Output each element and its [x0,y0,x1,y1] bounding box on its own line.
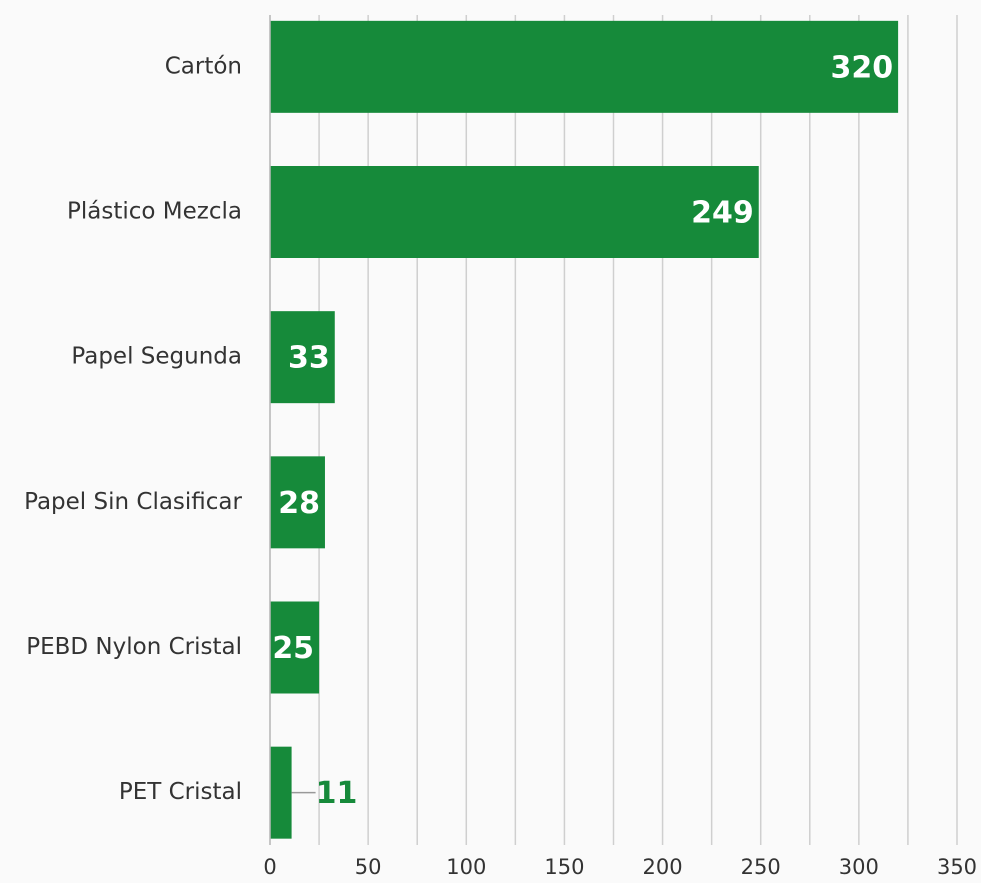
value-label: 320 [830,50,893,85]
value-label: 25 [272,631,314,666]
bar [270,456,325,549]
x-tick-label: 200 [643,855,683,879]
value-label: 28 [278,486,320,521]
bar [270,20,899,113]
y-tick-label: Plástico Mezcla [67,199,242,225]
x-tick-label: 300 [839,855,879,879]
bar [270,601,320,694]
bar [270,166,759,258]
bar [270,746,292,839]
y-tick-label: Papel Sin Clasificar [24,489,242,515]
bar [270,311,335,404]
value-label: 33 [288,341,330,376]
x-tick-label: 50 [355,855,382,879]
y-tick-label: PEBD Nylon Cristal [26,634,242,660]
x-tick-label: 350 [937,855,977,879]
value-label: 249 [691,196,754,231]
value-label: 11 [316,776,358,811]
x-tick-label: 150 [544,855,584,879]
x-tick-label: 100 [446,855,486,879]
y-tick-label: PET Cristal [119,779,242,805]
y-tick-label: Papel Segunda [71,344,242,370]
y-tick-label: Cartón [165,53,242,79]
x-tick-label: 0 [263,855,276,879]
x-tick-label: 250 [741,855,781,879]
